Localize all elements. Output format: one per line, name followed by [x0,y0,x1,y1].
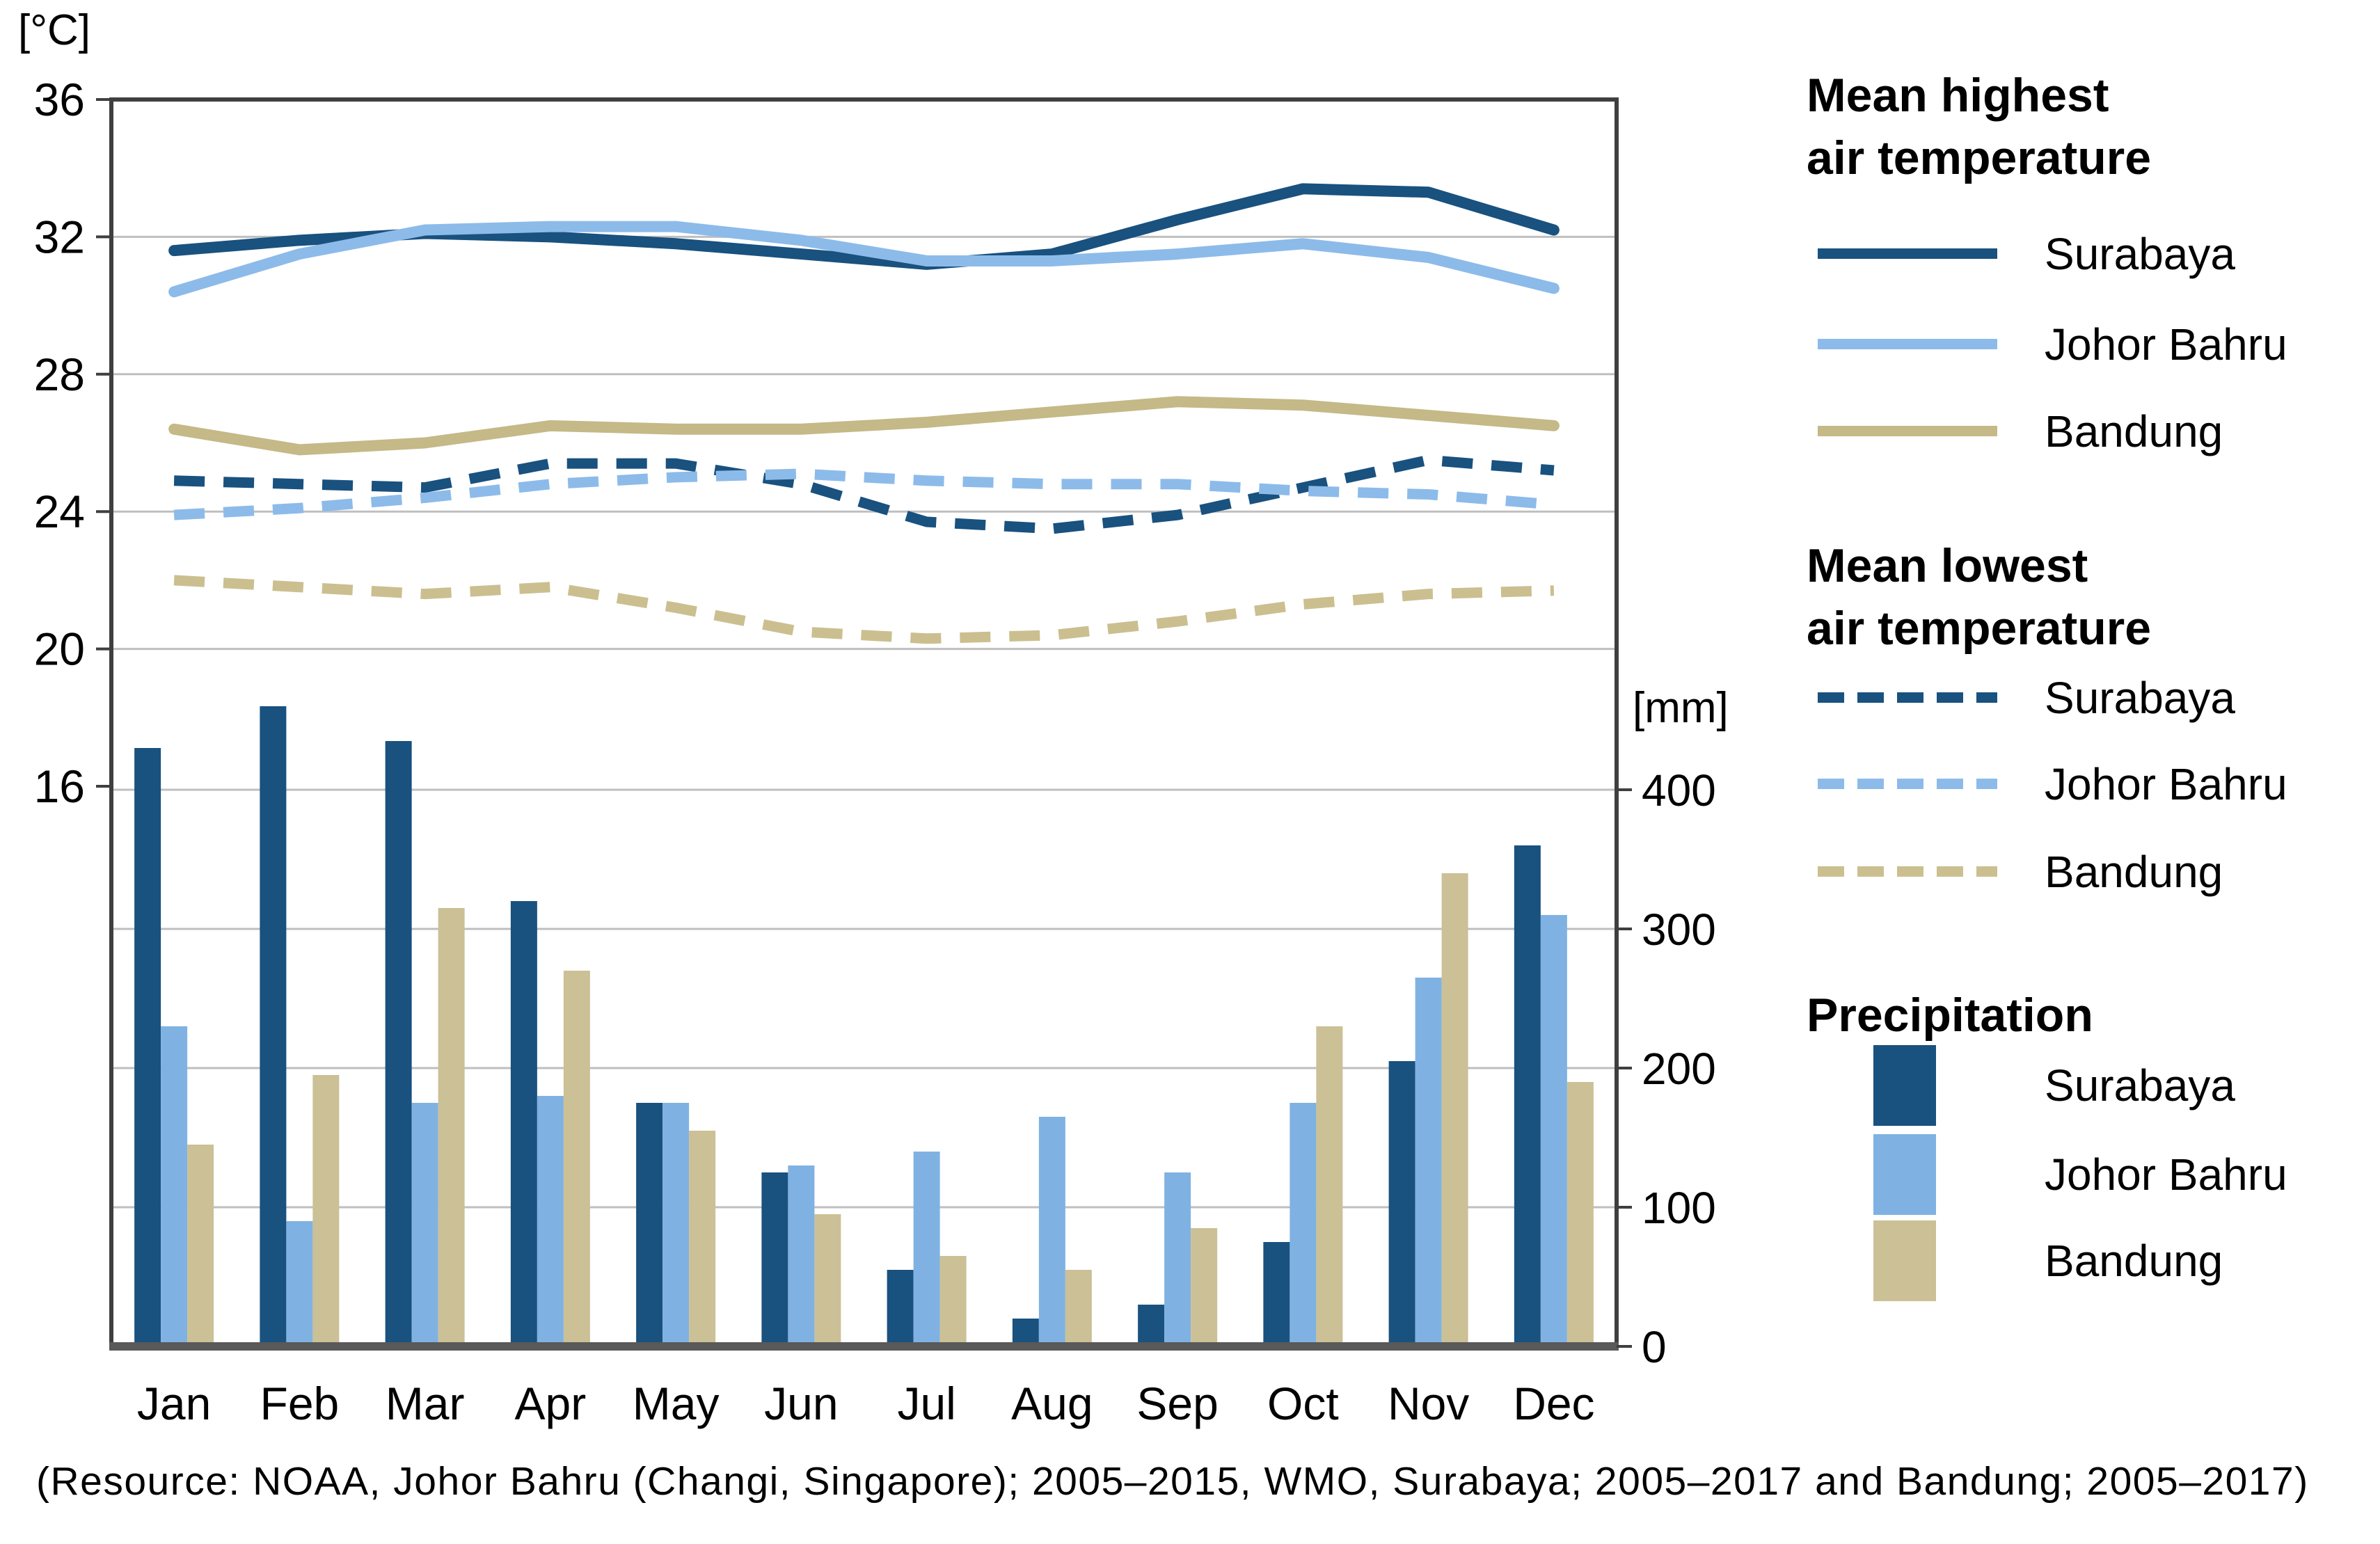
bar-johor-bahru-nov [1415,978,1442,1346]
temp-tick-label-28: 28 [34,349,85,400]
bar-bandung-mar [438,908,465,1346]
legend-label-precipitation-johor-bahru: Johor Bahru [2045,1149,2287,1200]
legend-swatch-solid-surabaya [1818,248,1997,259]
bar-surabaya-may [636,1103,663,1346]
bar-surabaya-oct [1263,1242,1290,1346]
bar-johor-bahru-may [663,1103,690,1346]
precip-axis-unit-label: [mm] [1633,684,1729,732]
mm-tick-label-100: 100 [1642,1183,1716,1233]
bar-bandung-oct [1316,1026,1343,1346]
month-label-sep: Sep [1136,1378,1218,1429]
legend-label-precipitation-surabaya: Surabaya [2045,1060,2235,1111]
bar-bandung-dec [1566,1082,1594,1346]
line-high-johor-bahru [168,221,1560,298]
bar-surabaya-sep [1138,1305,1165,1346]
bar-johor-bahru-aug [1038,1117,1065,1346]
bar-johor-bahru-apr [537,1096,564,1346]
legend-swatch-dashed-bandung [1818,866,1997,877]
legend-swatch-solid-johor-bahru [1818,339,1997,349]
month-label-feb: Feb [260,1378,340,1429]
month-label-dec: Dec [1513,1378,1594,1429]
mm-tick-label-0: 0 [1642,1322,1667,1372]
legend-label-mean-highest-bandung: Bandung [2045,406,2223,456]
line-high-bandung [168,396,1560,456]
month-label-jun: Jun [764,1378,838,1429]
legend-label-mean-lowest-bandung: Bandung [2045,847,2223,897]
temp-tick-label-20: 20 [34,623,85,675]
temp-axis-unit-label: [°C] [18,6,91,54]
temp-tick-label-36: 36 [34,74,85,125]
month-label-apr: Apr [515,1378,587,1429]
month-label-may: May [633,1378,720,1429]
bar-bandung-aug [1065,1270,1092,1346]
bar-johor-bahru-jul [913,1152,940,1346]
mm-tick-label-300: 300 [1642,905,1716,955]
bar-johor-bahru-oct [1290,1103,1317,1346]
bar-bandung-jun [814,1214,841,1346]
bar-johor-bahru-feb [286,1221,313,1346]
legend-swatch-solid-bandung [1818,426,1997,436]
bar-surabaya-jun [761,1172,788,1346]
source-caption: (Resource: NOAA, Johor Bahru (Changi, Si… [36,1459,2309,1504]
bar-surabaya-aug [1012,1319,1039,1346]
bar-johor-bahru-mar [411,1103,438,1346]
bar-bandung-may [689,1131,716,1346]
bar-surabaya-nov [1388,1061,1415,1346]
bar-johor-bahru-jun [788,1165,815,1346]
line-low-bandung [173,575,1555,644]
month-label-nov: Nov [1388,1378,1469,1429]
bar-surabaya-feb [260,706,287,1346]
legend-label-mean-highest-surabaya: Surabaya [2045,229,2235,279]
bar-bandung-apr [563,971,590,1346]
temp-tick-label-16: 16 [34,761,85,812]
temp-tick-label-24: 24 [34,486,85,537]
legend-swatch-square-surabaya [1873,1045,1936,1126]
temp-tick-label-32: 32 [34,211,85,262]
legend-swatch-square-johor-bahru [1873,1134,1936,1215]
mm-tick-label-200: 200 [1642,1044,1716,1094]
legend-title-mean-highest: Mean highest air temperature [1807,69,2152,184]
legend-swatch-square-bandung [1873,1220,1936,1301]
bar-bandung-jul [939,1256,967,1346]
bar-bandung-feb [312,1075,340,1346]
legend-title-precipitation: Precipitation [1807,989,2093,1042]
legend-label-mean-lowest-johor-bahru: Johor Bahru [2045,759,2287,809]
bar-johor-bahru-sep [1164,1172,1191,1346]
bar-surabaya-jul [887,1270,914,1346]
month-label-aug: Aug [1011,1378,1093,1429]
bar-johor-bahru-jan [161,1026,188,1346]
bar-surabaya-jan [134,748,161,1346]
bar-bandung-sep [1191,1228,1218,1346]
line-low-johor-bahru [173,468,1555,520]
bar-johor-bahru-dec [1540,915,1567,1346]
bar-surabaya-dec [1514,845,1541,1346]
legend-swatch-dashed-johor-bahru [1818,779,1997,789]
line-low-surabaya [173,454,1555,534]
legend-title-mean-lowest: Mean lowest air temperature [1807,539,2152,655]
month-label-oct: Oct [1267,1378,1339,1429]
month-label-mar: Mar [386,1378,465,1429]
bar-bandung-nov [1441,873,1468,1346]
legend-label-mean-highest-johor-bahru: Johor Bahru [2045,319,2287,369]
legend-label-precipitation-bandung: Bandung [2045,1236,2223,1286]
bar-bandung-jan [187,1145,214,1346]
month-label-jan: Jan [137,1378,211,1429]
legend-swatch-dashed-surabaya [1818,692,1997,703]
mm-tick-label-400: 400 [1642,765,1716,815]
month-label-jul: Jul [897,1378,955,1429]
bar-surabaya-apr [510,901,537,1346]
bar-surabaya-mar [385,741,412,1346]
legend-label-mean-lowest-surabaya: Surabaya [2045,673,2235,723]
